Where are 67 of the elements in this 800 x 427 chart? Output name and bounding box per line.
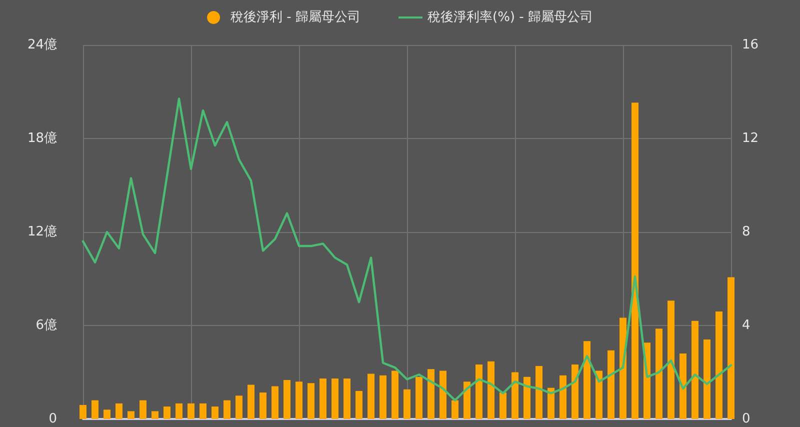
bar <box>452 400 458 419</box>
bar <box>332 378 338 419</box>
bar <box>128 411 134 419</box>
bar <box>176 403 182 419</box>
bar <box>140 400 146 419</box>
bar <box>704 340 710 419</box>
bar <box>104 410 110 419</box>
bar <box>356 390 362 419</box>
bar <box>548 388 554 419</box>
bar <box>428 369 434 419</box>
bar <box>296 382 302 419</box>
bar <box>116 403 122 419</box>
bar <box>404 389 410 419</box>
bar <box>692 320 698 419</box>
line-series <box>82 98 732 402</box>
y2-tick-label: 16 <box>742 38 759 52</box>
bar <box>368 374 374 419</box>
bar <box>224 400 230 419</box>
bar <box>320 378 326 419</box>
bar <box>584 341 590 419</box>
bar <box>680 354 686 419</box>
bar <box>380 375 386 419</box>
bar <box>512 372 518 419</box>
bar <box>284 380 290 419</box>
bar <box>152 411 158 419</box>
bar <box>308 383 314 419</box>
bar <box>188 403 194 419</box>
bar <box>248 384 254 419</box>
bar <box>416 376 422 419</box>
bar <box>560 375 566 419</box>
bar <box>236 396 242 419</box>
bar <box>464 382 470 419</box>
y-tick-label: 24億 <box>27 38 57 52</box>
y-tick-label: 6億 <box>36 318 57 333</box>
bar <box>440 370 446 419</box>
bar <box>608 350 614 419</box>
bar <box>344 378 350 419</box>
bar <box>572 364 578 419</box>
bar <box>476 364 482 419</box>
bar <box>632 102 638 419</box>
bar <box>488 361 494 419</box>
bar <box>596 370 602 419</box>
legend-label: 稅後淨利率(%) - 歸屬母公司 <box>428 9 593 25</box>
y2-tick-label: 12 <box>742 131 759 146</box>
bar <box>716 311 722 419</box>
bar <box>524 376 530 419</box>
bar <box>260 392 266 419</box>
y2-tick-label: 8 <box>742 224 750 240</box>
bar <box>536 366 542 419</box>
bar <box>92 400 98 419</box>
bar <box>500 392 506 419</box>
y-tick-label: 0 <box>48 412 57 426</box>
bar <box>212 406 218 419</box>
bar <box>272 386 278 419</box>
bar <box>392 370 398 419</box>
y-tick-label: 18億 <box>27 131 57 146</box>
y-tick-label: 12億 <box>27 224 57 240</box>
bar <box>164 406 170 419</box>
bar <box>668 300 674 419</box>
legend-label: 稅後淨利 - 歸屬母公司 <box>230 10 361 25</box>
bar <box>200 403 206 419</box>
y2-tick-label: 0 <box>742 412 750 426</box>
y2-tick-label: 4 <box>742 318 750 333</box>
bar <box>80 404 86 419</box>
bar <box>620 318 626 419</box>
bar <box>728 277 734 419</box>
bar <box>656 328 662 419</box>
